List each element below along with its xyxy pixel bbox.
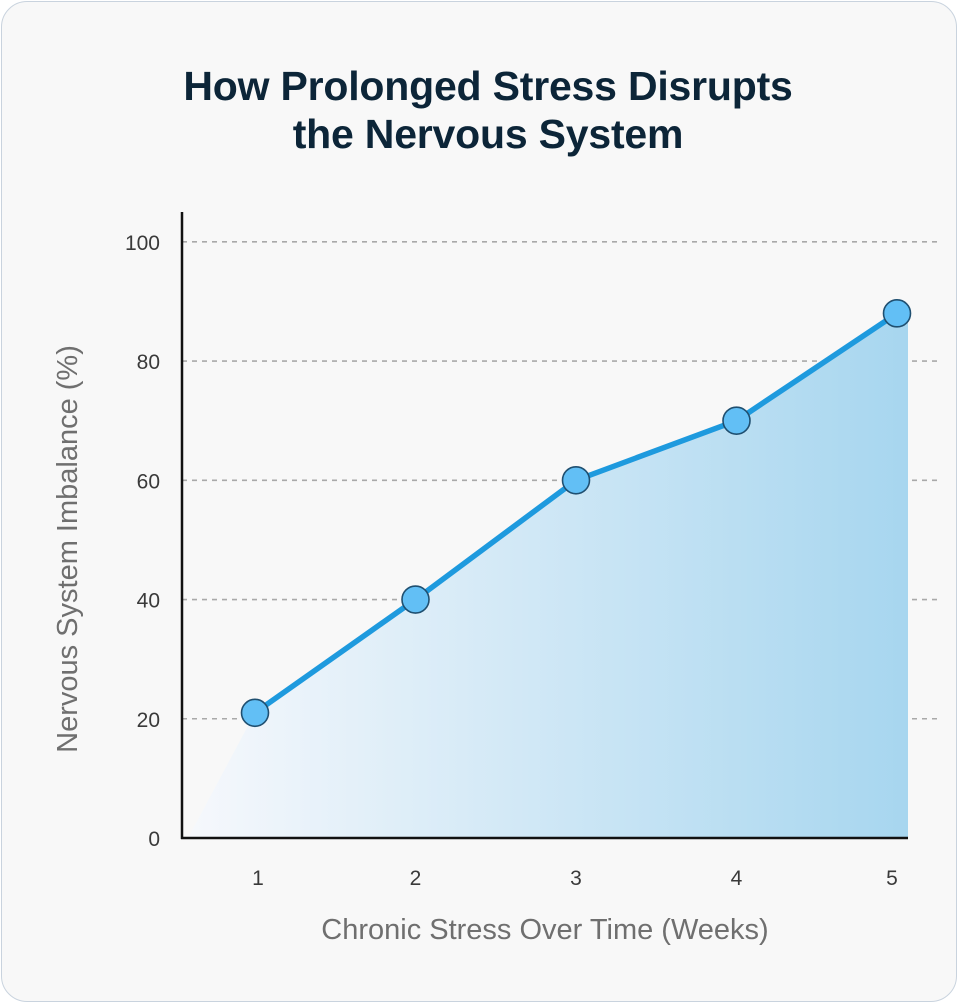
x-axis-title: Chronic Stress Over Time (Weeks) bbox=[321, 914, 768, 946]
data-markers bbox=[240, 299, 912, 728]
x-tick-label-5: 5 bbox=[886, 867, 898, 890]
y-tick-label-100: 100 bbox=[125, 232, 160, 255]
x-tick-label-4: 4 bbox=[731, 867, 743, 890]
chart-title-line-1: How Prolonged Stress Disrupts bbox=[183, 63, 793, 109]
data-point-5 bbox=[882, 299, 912, 328]
data-point-4 bbox=[722, 406, 751, 435]
y-tick-label-40: 40 bbox=[137, 590, 160, 613]
y-tick-label-60: 60 bbox=[137, 470, 160, 493]
area-series-0 bbox=[188, 313, 908, 838]
x-tick-label-2: 2 bbox=[410, 867, 422, 890]
tick-labels: 0 20 40 60 80 100 1 2 3 4 5 bbox=[125, 232, 898, 890]
chart-title-line-2: the Nervous System bbox=[292, 111, 684, 157]
x-tick-label-3: 3 bbox=[570, 867, 582, 890]
axes bbox=[180, 212, 908, 840]
y-axis-title: Nervous System Imbalance (%) bbox=[52, 345, 84, 753]
y-tick-label-20: 20 bbox=[137, 709, 160, 732]
area-fill bbox=[188, 313, 908, 838]
y-tick-label-0: 0 bbox=[148, 828, 160, 851]
data-point-2 bbox=[401, 585, 430, 614]
chart-title: How Prolonged Stress Disrupts the Nervou… bbox=[0, 62, 960, 158]
y-tick-label-80: 80 bbox=[137, 351, 160, 374]
x-tick-label-1: 1 bbox=[252, 867, 264, 890]
data-point-1 bbox=[240, 698, 270, 728]
data-point-3 bbox=[561, 465, 591, 495]
